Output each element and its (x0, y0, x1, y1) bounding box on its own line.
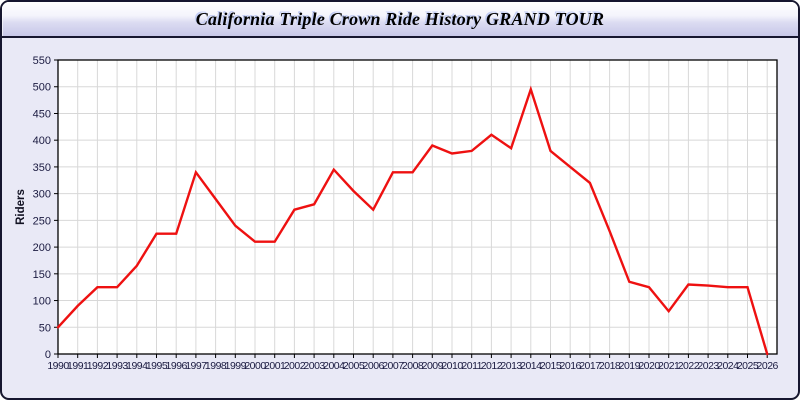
y-axis-label: 250 (33, 215, 51, 227)
x-axis-label: 2001 (264, 360, 286, 372)
x-axis-label: 2006 (363, 360, 385, 372)
x-axis-label: 2018 (599, 360, 621, 372)
x-axis-label: 2010 (441, 360, 463, 372)
x-axis-label: 1995 (146, 360, 168, 372)
x-axis-label: 1999 (225, 360, 247, 372)
chart-title: California Triple Crown Ride History GRA… (195, 8, 605, 29)
y-axis-label: 300 (33, 189, 51, 201)
y-axis-label: 500 (33, 82, 51, 94)
ride-history-chart: 1990 1991 1992 1993 1994 1995 1996 1997 1998 1999… (2, 38, 798, 398)
x-axis-label: 2007 (382, 360, 404, 372)
x-axis-label: 1998 (205, 360, 227, 372)
y-axis-label: 450 (33, 108, 51, 120)
x-axis-label: 2016 (560, 360, 582, 372)
x-axis-label: 2008 (402, 360, 424, 372)
x-axis-label: 2017 (579, 360, 601, 372)
x-axis-label: 1997 (185, 360, 207, 372)
x-axis-label: 2003 (303, 360, 325, 372)
x-axis-label: 2004 (323, 360, 345, 372)
x-axis-label: 2002 (284, 360, 306, 372)
y-axis-title: Riders (15, 189, 27, 225)
x-axis-label: 2015 (540, 360, 562, 372)
x-axis-label: 2024 (717, 360, 739, 372)
y-axis-label: 400 (33, 135, 51, 147)
y-axis-label: 100 (33, 296, 51, 308)
plot-border (57, 59, 778, 355)
x-axis-label: 1991 (67, 360, 89, 372)
y-axis-label: 150 (33, 269, 51, 281)
x-axis-label: 2013 (500, 360, 522, 372)
x-axis-label: 2011 (461, 360, 482, 372)
x-axis-label: 1993 (106, 360, 128, 372)
chart-title-bar: California Triple Crown Ride History GRA… (2, 2, 798, 38)
y-axis-label: 50 (39, 322, 51, 334)
x-axis-label: 2000 (244, 360, 266, 372)
plot-area (58, 60, 777, 354)
x-axis-label: 2026 (757, 360, 779, 372)
x-axis-label: 2005 (343, 360, 365, 372)
x-axis-label: 2022 (678, 360, 700, 372)
x-axis-label: 2012 (481, 360, 503, 372)
x-axis-label: 2025 (737, 360, 759, 372)
x-axis-label: 2019 (619, 360, 641, 372)
x-axis-label: 2009 (422, 360, 444, 372)
x-axis-label: 2023 (697, 360, 719, 372)
riders-line (56, 85, 769, 356)
x-axis-label: 2021 (658, 360, 680, 372)
y-axis-label: 550 (33, 55, 51, 67)
y-axis-label: 200 (33, 242, 51, 254)
x-axis-label: 1994 (126, 360, 148, 372)
x-axis-label: 2020 (638, 360, 660, 372)
line-chart-canvas: 1990199119921993199419951996199719981999… (15, 55, 779, 372)
x-axis-label: 1996 (166, 360, 188, 372)
y-axis-label: 350 (33, 162, 51, 174)
x-axis-label: 2014 (520, 360, 542, 372)
y-axis-label: 0 (45, 349, 51, 361)
x-axis-label: 1992 (87, 360, 109, 372)
x-axis-label: 1990 (47, 360, 69, 372)
